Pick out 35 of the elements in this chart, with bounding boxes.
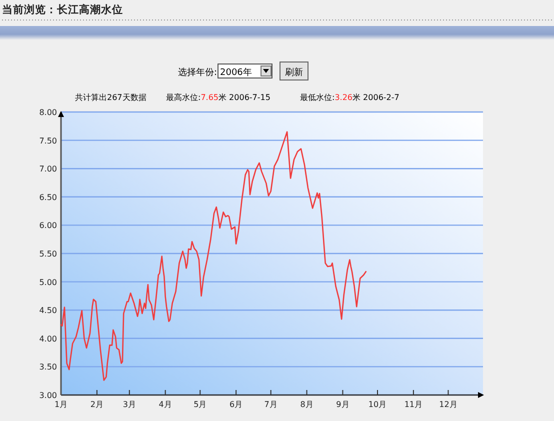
y-tick-label: 4.50 xyxy=(39,306,57,316)
y-tick-label: 5.00 xyxy=(39,278,57,287)
text: 共计算出267天数据 xyxy=(75,93,146,102)
y-tick-label: 4.00 xyxy=(39,334,57,344)
x-tick-label: 12月 xyxy=(439,400,458,409)
x-tick-label: 5月 xyxy=(194,400,207,409)
text: 米 2006-7-15 xyxy=(218,93,270,102)
text: 刷新 xyxy=(285,67,303,78)
text: 米 2006-2-7 xyxy=(352,93,400,102)
x-tick-label: 3月 xyxy=(122,400,136,409)
x-tick-label: 1月 xyxy=(54,400,68,409)
x-tick-label: 6月 xyxy=(230,400,243,409)
y-tick-label: 3.00 xyxy=(39,391,57,400)
x-tick-label: 8月 xyxy=(300,400,314,409)
x-tick-label: 4月 xyxy=(158,400,172,409)
chart-title: 当前浏览：长江高潮水位 xyxy=(2,3,123,16)
y-tick-label: 3.50 xyxy=(39,362,57,372)
x-tick-label: 11月 xyxy=(404,400,423,409)
text: 7.65 xyxy=(200,93,219,102)
y-tick-label: 7.00 xyxy=(39,164,57,174)
y-tick-label: 6.00 xyxy=(39,221,57,230)
x-tick-label: 10月 xyxy=(368,400,387,409)
line-series xyxy=(60,131,367,381)
y-tick-label: 8.00 xyxy=(39,108,57,117)
text: 选择年份: xyxy=(178,67,218,78)
y-tick-label: 7.50 xyxy=(39,136,57,146)
x-tick-label: 2月 xyxy=(90,400,104,409)
text: 最低水位: xyxy=(300,93,335,102)
x-tick-label: 7月 xyxy=(264,400,278,409)
text: 最高水位: xyxy=(166,93,201,102)
y-tick-label: 6.50 xyxy=(39,192,57,202)
text: 2006年 xyxy=(220,67,252,78)
x-tick-label: 9月 xyxy=(336,400,350,409)
text: 3.26 xyxy=(334,93,353,102)
y-tick-label: 5.50 xyxy=(39,250,57,258)
